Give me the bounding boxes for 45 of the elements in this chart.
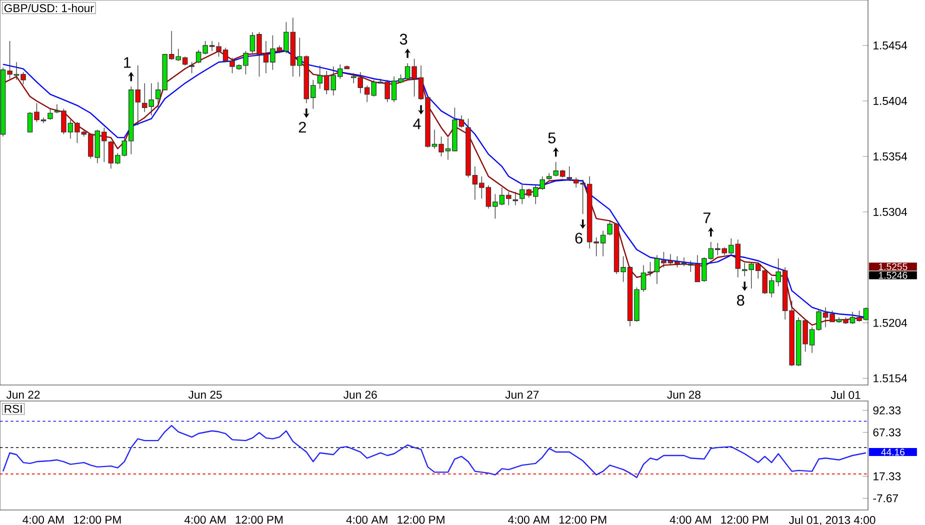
annotation: 7	[703, 212, 710, 224]
annotation: 5	[548, 132, 556, 144]
annotation: 3	[400, 34, 408, 45]
x-tick-label: 12:00 PM	[721, 516, 768, 524]
y-tick-label: 1.5404	[874, 96, 908, 105]
x-tick-label: 12:00 PM	[236, 516, 283, 524]
y-tick-label: -7.67	[873, 494, 898, 502]
x-tick-label: Jun 27	[505, 390, 539, 399]
x-tick-label: 12:00 PM	[559, 516, 606, 524]
text: 44.16	[881, 448, 905, 456]
y-tick-label: 1.5154	[874, 374, 908, 382]
annotation: 1	[124, 57, 131, 68]
y-tick-label: 1.5304	[874, 208, 908, 216]
x-tick-label: 4:00 AM	[22, 516, 64, 524]
x-tick-label: 12:00 PM	[398, 516, 444, 524]
annotation: 4	[413, 118, 421, 130]
candlestick	[189, 62, 194, 74]
y-tick-label: 92.33	[873, 406, 901, 414]
x-tick-label: Jun 28	[667, 390, 700, 399]
x-tick-label: Jun 25	[188, 390, 222, 399]
y-tick-label: 1.5204	[874, 318, 908, 327]
x-tick-label: 4:00 AM	[508, 516, 550, 524]
x-tick-label: Jul 01, 2013 4:00	[788, 516, 876, 525]
chart-title: GBP/USD: 1-hour	[4, 4, 94, 12]
text: 1.5246	[878, 272, 908, 279]
x-tick-label: Jun 22	[6, 390, 40, 399]
candlestick	[48, 108, 53, 120]
x-tick-label: Jun 26	[344, 390, 377, 399]
candlestick	[546, 172, 552, 180]
x-tick-label: 4:00 AM	[184, 516, 226, 524]
x-tick-label: 4:00 AM	[670, 516, 711, 524]
text: 1.5255	[878, 263, 908, 270]
candlestick	[566, 166, 572, 180]
annotation: 8	[737, 294, 744, 306]
chart-title: RSI	[4, 404, 22, 413]
x-tick-label: 4:00 AM	[346, 516, 388, 524]
x-tick-label: 12:00 PM	[74, 516, 121, 524]
x-tick-label: Jul 01	[830, 390, 860, 400]
y-tick-label: 1.5354	[874, 152, 908, 160]
y-tick-label: 1.5454	[874, 42, 908, 50]
line-series	[2, 425, 867, 478]
y-tick-label: 17.33	[874, 472, 901, 480]
annotation: 6	[575, 232, 582, 244]
annotation: 2	[298, 122, 306, 133]
y-tick-label: 67.33	[873, 428, 901, 436]
